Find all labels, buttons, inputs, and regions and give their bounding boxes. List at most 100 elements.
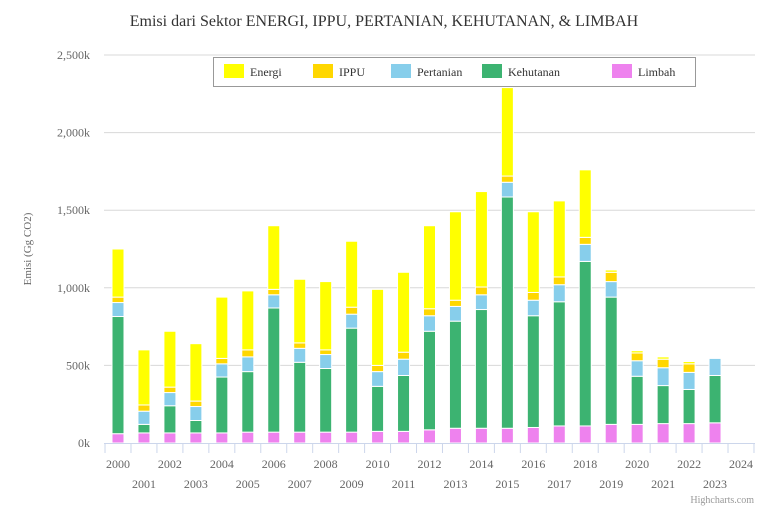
bar-ippu-2021 <box>656 358 670 369</box>
bar-ippu-2013 <box>448 299 462 307</box>
chart-title: Emisi dari Sektor ENERGI, IPPU, PERTANIA… <box>130 13 639 30</box>
legend-item-kehutanan[interactable]: Kehutanan <box>482 64 560 79</box>
bar-kehutanan-2016 <box>526 315 540 428</box>
bar-limbah-2006 <box>267 431 281 444</box>
bar-energi-2015 <box>500 87 514 177</box>
bar-energi-2013 <box>448 211 462 301</box>
bar-kehutanan-2001 <box>137 423 151 434</box>
bar-limbah-2022 <box>682 423 696 444</box>
bar-energi-2009 <box>345 240 359 308</box>
bar-pertanian-2014 <box>474 294 488 311</box>
bar-limbah-2004 <box>215 432 229 444</box>
bar-limbah-2009 <box>345 431 359 444</box>
x-tick-label: 2022 <box>677 457 701 471</box>
y-axis-ticks: 0k 500k 1,000k 1,500k 2,000k 2,500k <box>57 48 90 450</box>
bar-ippu-2000 <box>111 296 125 304</box>
bar-ippu-2008 <box>319 349 333 356</box>
bar-energi-2020 <box>630 350 644 354</box>
bar-limbah-2011 <box>397 430 411 444</box>
x-tick-label: 2009 <box>340 477 364 491</box>
bar-energi-2003 <box>189 343 203 402</box>
bar-ippu-2019 <box>604 271 618 283</box>
bar-pertanian-2002 <box>163 392 177 407</box>
bar-energi-2018 <box>578 169 592 238</box>
bar-pertanian-2011 <box>397 358 411 376</box>
bar-limbah-2003 <box>189 432 203 444</box>
bar-limbah-2021 <box>656 423 670 444</box>
legend: Energi IPPU Pertanian Kehutanan Limbah <box>213 57 696 87</box>
legend-item-limbah[interactable]: Limbah <box>612 64 675 79</box>
bar-ippu-2018 <box>578 236 592 245</box>
x-tick-label: 2015 <box>495 477 519 491</box>
y-tick-label: 1,000k <box>57 281 90 295</box>
x-tick-label: 2005 <box>236 477 260 491</box>
bar-energi-2022 <box>682 361 696 365</box>
bar-ippu-2009 <box>345 306 359 315</box>
x-tick-label: 2020 <box>625 457 649 471</box>
bar-energi-2000 <box>111 248 125 298</box>
bar-kehutanan-2014 <box>474 309 488 429</box>
bar-kehutanan-2003 <box>189 419 203 434</box>
bar-pertanian-2001 <box>137 410 151 425</box>
bar-ippu-2002 <box>163 386 177 394</box>
bar-energi-2014 <box>474 191 488 288</box>
legend-label: IPPU <box>339 65 365 79</box>
x-tick-label: 2008 <box>314 457 338 471</box>
bar-kehutanan-2000 <box>111 316 125 435</box>
bar-ippu-2012 <box>423 308 436 317</box>
bar-kehutanan-2019 <box>604 296 618 425</box>
bar-pertanian-2009 <box>345 313 359 329</box>
bar-pertanian-2000 <box>111 302 125 318</box>
bar-limbah-2014 <box>474 427 488 444</box>
bar-limbah-2017 <box>552 425 566 444</box>
bar-pertanian-2021 <box>656 367 670 387</box>
bar-kehutanan-2008 <box>319 368 333 433</box>
x-tick-label: 2004 <box>210 457 234 471</box>
bar-pertanian-2019 <box>604 281 618 298</box>
bar-energi-2017 <box>552 200 566 278</box>
bar-energi-2007 <box>293 278 307 344</box>
bar-limbah-2000 <box>111 433 125 444</box>
bar-pertanian-2012 <box>423 315 436 332</box>
bar-kehutanan-2017 <box>552 301 566 427</box>
bar-ippu-2003 <box>189 400 203 408</box>
y-tick-label: 1,500k <box>57 203 90 217</box>
legend-item-energi[interactable]: Energi <box>224 64 282 79</box>
bar-kehutanan-2022 <box>682 388 696 425</box>
bar-ippu-2017 <box>552 276 566 286</box>
bar-ippu-2022 <box>682 363 696 373</box>
bar-kehutanan-2005 <box>241 371 255 433</box>
bar-energi-2008 <box>319 281 333 351</box>
legend-label: Kehutanan <box>508 65 560 79</box>
bar-pertanian-2018 <box>578 243 592 262</box>
bar-pertanian-2008 <box>319 354 333 370</box>
bar-pertanian-2007 <box>293 347 307 363</box>
bar-kehutanan-2012 <box>423 330 436 431</box>
x-tick-label: 2001 <box>132 477 156 491</box>
bar-pertanian-2022 <box>682 371 696 390</box>
bar-energi-2021 <box>656 356 670 360</box>
bar-ippu-2001 <box>137 404 151 412</box>
bar-pertanian-2013 <box>448 305 462 322</box>
legend-swatch <box>313 64 333 78</box>
bar-pertanian-2006 <box>267 294 281 309</box>
bar-limbah-2019 <box>604 423 618 444</box>
legend-item-ippu[interactable]: IPPU <box>313 64 365 79</box>
bar-kehutanan-2013 <box>448 320 462 429</box>
credits-link[interactable]: Highcharts.com <box>690 495 754 506</box>
legend-item-pertanian[interactable]: Pertanian <box>391 64 462 79</box>
x-tick-label: 2007 <box>288 477 312 491</box>
bar-energi-2001 <box>137 349 151 406</box>
bar-ippu-2016 <box>526 291 540 301</box>
bar-ippu-2010 <box>371 364 385 373</box>
bar-kehutanan-2006 <box>267 307 281 433</box>
x-tick-label: 2010 <box>366 457 390 471</box>
bar-limbah-2015 <box>500 427 514 444</box>
y-tick-label: 2,500k <box>57 48 90 62</box>
legend-swatch <box>391 64 411 78</box>
legend-label: Pertanian <box>417 65 462 79</box>
x-tick-label: 2012 <box>418 457 442 471</box>
bar-pertanian-2020 <box>630 360 644 377</box>
bar-ippu-2020 <box>630 352 644 362</box>
